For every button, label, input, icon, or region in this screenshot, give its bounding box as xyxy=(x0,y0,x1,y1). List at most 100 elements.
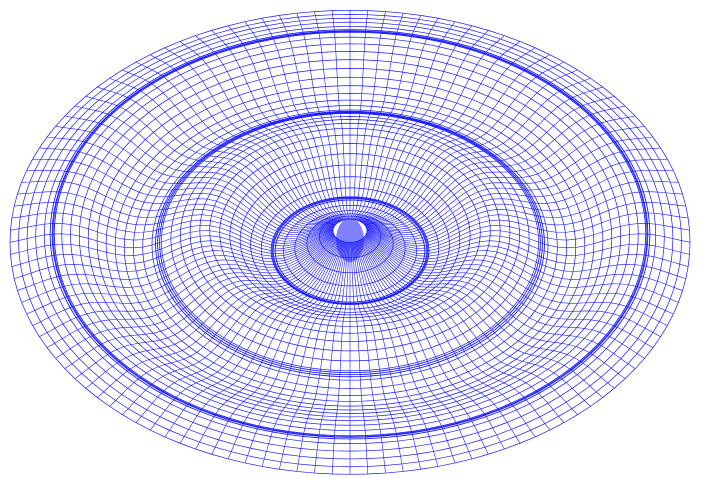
radial-line xyxy=(97,86,338,224)
radial-line xyxy=(17,232,334,291)
radial-line xyxy=(366,191,683,242)
ring-line xyxy=(52,31,648,438)
radial-line xyxy=(74,237,337,379)
radial-line xyxy=(64,115,336,229)
ring-line xyxy=(161,113,539,372)
radial-line xyxy=(227,241,345,460)
radial-line xyxy=(261,241,346,467)
radial-line xyxy=(39,147,335,234)
ring-line xyxy=(306,213,394,274)
radial-line xyxy=(64,236,336,369)
radial-line xyxy=(55,126,336,230)
radial-line xyxy=(357,240,505,450)
ridge-line xyxy=(272,198,428,304)
radial-line xyxy=(211,241,344,455)
radial-line xyxy=(364,115,636,229)
radial-line xyxy=(366,230,691,252)
radial-line xyxy=(365,235,661,337)
radial-line xyxy=(279,242,347,470)
ring-line xyxy=(70,43,630,426)
ring-line xyxy=(87,59,613,418)
ring-line xyxy=(189,122,511,342)
ring-line xyxy=(61,36,639,431)
radial-line xyxy=(366,233,679,303)
radial-line xyxy=(366,231,690,256)
radial-line xyxy=(353,242,421,470)
radial-line xyxy=(366,170,674,238)
ring-line xyxy=(219,143,481,322)
radial-line xyxy=(362,238,603,398)
ridge-line xyxy=(157,111,543,376)
radial-line xyxy=(109,77,339,223)
radial-line xyxy=(360,61,565,223)
radial-line xyxy=(363,105,626,227)
ridge-line xyxy=(53,31,647,437)
ring-line xyxy=(180,119,520,352)
radial-line xyxy=(364,235,654,348)
radial-line xyxy=(354,241,439,467)
ridge-line xyxy=(49,29,651,440)
radial-line xyxy=(14,202,334,245)
radial-line xyxy=(32,234,335,326)
radial-line xyxy=(365,158,668,236)
ring-line xyxy=(123,93,577,402)
ridge-line xyxy=(270,196,430,305)
ring-line xyxy=(18,14,682,468)
ring-line xyxy=(133,99,567,396)
radial-line xyxy=(122,69,339,223)
ring-line xyxy=(260,187,440,310)
radial-line xyxy=(17,191,334,242)
radial-line xyxy=(135,239,340,423)
radial-line xyxy=(26,234,335,315)
radial-line xyxy=(363,96,615,226)
radial-line xyxy=(366,180,679,240)
center-core xyxy=(336,218,364,262)
ring-line xyxy=(282,204,418,297)
ridge-line xyxy=(51,30,649,438)
radial-line xyxy=(361,238,591,407)
radial-line xyxy=(244,241,346,464)
radial-line xyxy=(361,77,591,223)
ridge-line xyxy=(155,110,545,378)
radial-line xyxy=(364,126,645,230)
ring-line xyxy=(209,134,491,327)
ring-line xyxy=(142,105,558,389)
radial-line xyxy=(365,234,674,315)
radial-line xyxy=(359,54,551,222)
radial-line xyxy=(14,232,334,279)
radial-line xyxy=(358,240,536,438)
radial-line xyxy=(149,54,341,222)
radial-line xyxy=(55,236,336,359)
radial-line xyxy=(179,240,342,444)
ring-line xyxy=(239,164,461,316)
radial-line xyxy=(366,212,689,247)
radial-line xyxy=(21,180,334,240)
radial-line xyxy=(365,136,653,232)
radial-line xyxy=(331,242,350,475)
ring-line xyxy=(170,116,530,362)
radial-line xyxy=(356,241,489,455)
radial-line xyxy=(296,242,348,472)
radial-line xyxy=(39,235,335,337)
ridge-line xyxy=(274,199,426,303)
radial-line xyxy=(135,61,340,223)
radial-line xyxy=(362,86,603,224)
radial-line xyxy=(352,242,404,472)
ring-line xyxy=(294,210,406,287)
radial-line xyxy=(358,240,521,444)
radial-line xyxy=(32,158,335,236)
radial-line xyxy=(354,241,456,464)
ring-line xyxy=(199,127,501,334)
ring-line xyxy=(105,76,595,411)
radial-line xyxy=(361,69,578,223)
radial-line xyxy=(366,231,689,267)
ring-line xyxy=(9,9,691,475)
radial-line xyxy=(366,202,686,245)
radial-line xyxy=(149,239,341,431)
ring-line xyxy=(96,68,604,414)
radial-line xyxy=(85,96,337,226)
radial-line xyxy=(365,147,661,234)
radial-line xyxy=(366,223,690,249)
ring-line xyxy=(151,109,549,381)
ring-line xyxy=(271,197,429,305)
